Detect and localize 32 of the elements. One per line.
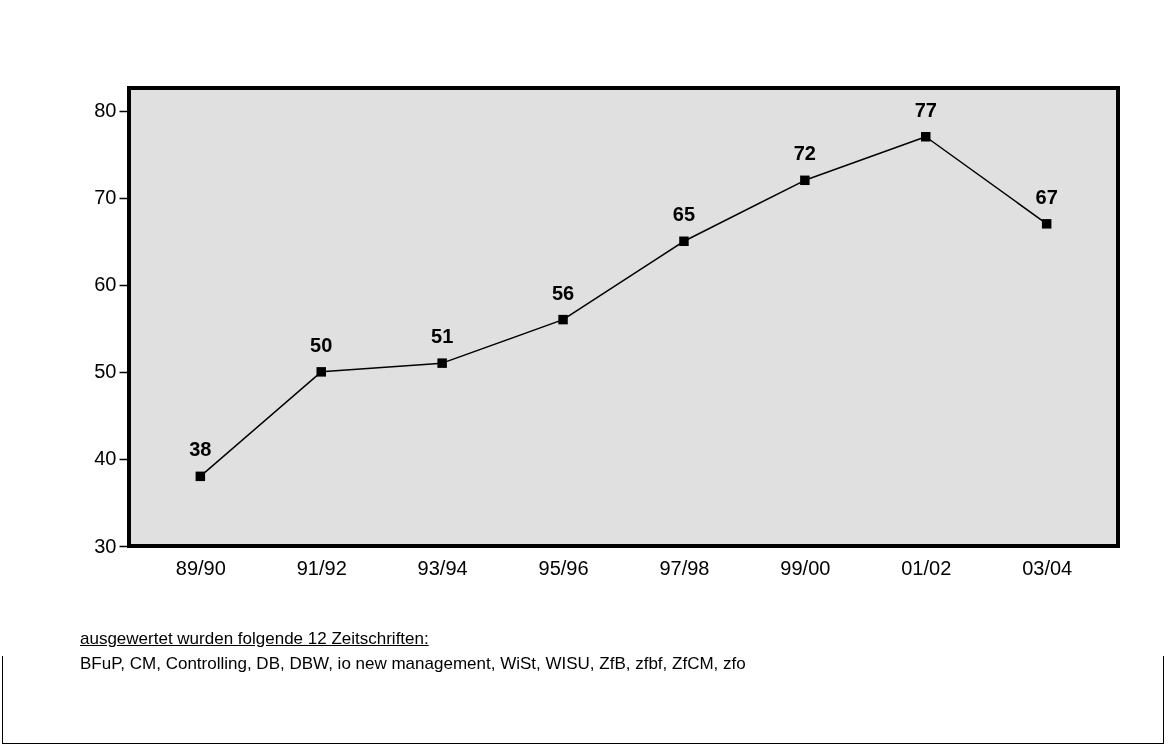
data-label: 50 <box>310 333 333 356</box>
point <box>437 358 447 368</box>
data-label: 67 <box>1035 185 1058 208</box>
y-tick-label: 50 <box>94 360 117 383</box>
point <box>679 236 689 246</box>
x-tick-label: 03/04 <box>1022 556 1073 579</box>
data-label: 77 <box>914 98 937 121</box>
y-tick-label: 60 <box>94 273 117 296</box>
y-tick-label: 30 <box>94 534 117 557</box>
data-label: 65 <box>672 203 696 226</box>
data-label: 51 <box>431 325 454 348</box>
x-tick-label: 01/02 <box>901 556 952 579</box>
point <box>921 132 931 142</box>
data-label: 56 <box>551 281 575 304</box>
x-tick-label: 99/00 <box>780 556 831 579</box>
x-tick-label: 97/98 <box>659 556 710 579</box>
x-tick-label: 91/92 <box>296 556 347 579</box>
y-tick-label: 70 <box>94 186 117 209</box>
x-tick-label: 89/90 <box>175 556 226 579</box>
x-tick-label: 95/96 <box>538 556 589 579</box>
y-tick-label: 80 <box>94 99 117 122</box>
point <box>195 471 206 482</box>
data-label: 72 <box>793 142 816 165</box>
point <box>316 367 326 377</box>
data-label: 38 <box>189 438 212 461</box>
point <box>800 175 810 186</box>
point <box>1041 219 1052 229</box>
point <box>558 314 568 325</box>
text: ausgewertet wurden folgende 12 Zeitschriften: <box>80 628 430 650</box>
y-tick-label: 40 <box>94 447 117 470</box>
text: BFuP, CM, Controlling, DB, DBW, io new management, WiSt, WISU, ZfB, zfbf, ZfCM, zfo <box>80 653 746 675</box>
x-tick-label: 93/94 <box>417 556 468 579</box>
